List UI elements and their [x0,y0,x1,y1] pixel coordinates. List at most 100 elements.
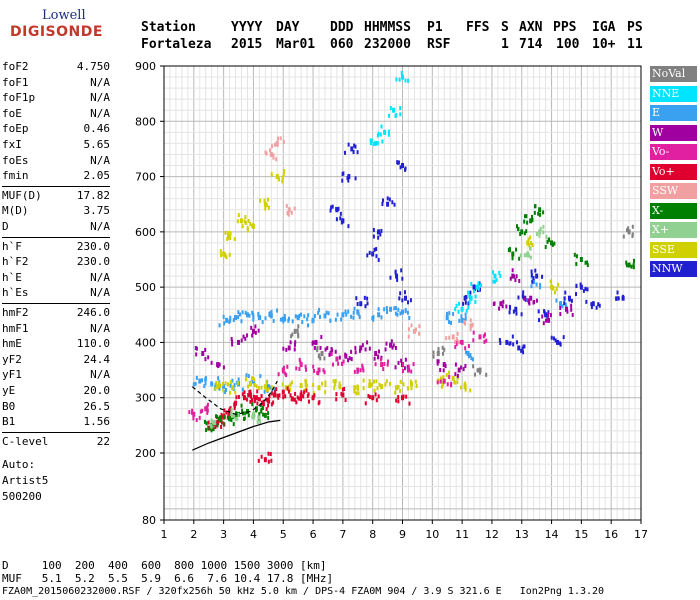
echo-pixel [291,319,294,324]
echo-pixel [456,375,459,380]
echo-pixel [276,143,279,148]
echo-pixel [334,317,337,322]
echo-pixel [394,345,397,350]
echo-pixel [585,299,588,304]
auto-artist: Artist5 [2,474,49,487]
echo-pixel [380,228,383,233]
echo-pixel [293,206,296,211]
echo-pixel [370,382,373,387]
echo-pixel [397,395,400,400]
y-tick-label: 700 [135,171,156,184]
echo-pixel [395,398,398,403]
echo-pixel [625,263,628,268]
data-point [359,345,363,351]
echo-pixel [311,319,314,324]
data-point [579,257,583,262]
echo-pixel [468,354,471,359]
echo-pixel [224,230,227,235]
echo-pixel [216,363,219,368]
echo-pixel [397,160,400,165]
echo-pixel [339,211,342,216]
echo-pixel [226,382,229,387]
echo-pixel [465,295,468,300]
echo-pixel [217,381,220,386]
echo-pixel [307,313,310,318]
y-tick-label: 200 [135,447,156,460]
echo-pixel [474,299,477,304]
echo-pixel [245,373,248,378]
echo-pixel [354,345,357,350]
echo-pixel [335,206,338,211]
echo-pixel [220,253,223,258]
echo-pixel [339,216,342,221]
echo-pixel [237,377,240,382]
param-row: MUF(D) 17.82 [2,189,110,203]
echo-pixel [285,347,288,352]
echo-pixel [312,382,315,387]
echo-pixel [241,408,244,413]
echo-pixel [393,306,396,311]
echo-pixel [220,413,223,418]
echo-pixel [298,366,301,371]
echo-pixel [512,342,515,347]
param-separator [2,303,110,304]
echo-pixel [285,203,288,208]
echo-pixel [267,403,270,408]
echo-pixel [364,401,367,406]
echo-pixel [403,366,406,371]
echo-pixel [529,255,532,260]
echo-pixel [402,394,405,399]
echo-pixel [385,341,388,346]
echo-pixel [265,397,268,402]
echo-pixel [366,253,369,258]
echo-pixel [313,368,316,373]
echo-pixel [590,302,593,307]
echo-pixel [259,198,262,203]
echo-pixel [252,317,255,322]
echo-pixel [296,395,299,400]
echo-pixel [215,414,218,419]
echo-pixel [332,379,335,384]
echo-pixel [445,311,448,316]
echo-pixel [300,390,303,395]
echo-pixel [225,387,228,392]
echo-pixel [460,365,463,370]
echo-pixel [231,378,234,383]
echo-pixel [353,143,356,148]
param-value: 3.75 [83,204,111,218]
param-name: h`F [2,239,22,253]
echo-pixel [393,202,396,207]
echo-pixel [383,307,386,312]
echo-pixel [270,144,273,149]
echo-pixel [264,206,267,211]
echo-pixel [233,403,236,408]
echo-pixel [356,150,359,155]
echo-pixel [363,295,366,300]
echo-pixel [445,336,448,341]
echo-pixel [519,253,522,258]
echo-pixel [553,241,556,246]
echo-pixel [319,314,322,319]
echo-pixel [546,313,549,318]
data-point [347,174,351,180]
echo-pixel [219,415,222,420]
echo-pixel [485,372,488,377]
echo-pixel [448,335,451,340]
echo-pixel [228,252,231,257]
echo-pixel [289,393,292,398]
echo-pixel [217,416,220,421]
echo-pixel [337,361,340,366]
echo-pixel [324,390,327,395]
echo-pixel [262,412,265,417]
data-point [234,315,238,321]
echo-pixel [473,286,476,291]
echo-pixel [241,387,244,392]
echo-pixel [312,340,315,345]
echo-pixel [397,399,400,404]
echo-pixel [229,383,232,388]
echo-pixel [369,141,372,146]
echo-pixel [458,318,461,323]
echo-pixel [484,332,487,337]
echo-pixel [316,345,319,350]
echo-pixel [404,290,407,295]
